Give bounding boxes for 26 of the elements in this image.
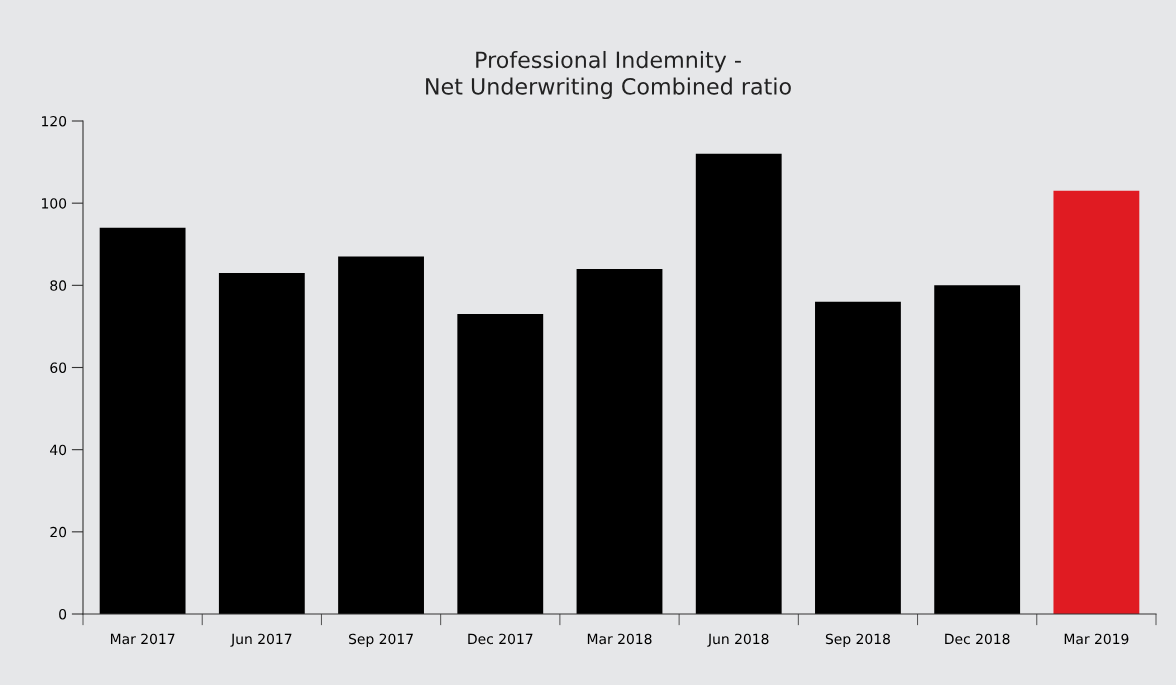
x-tick-label: Sep 2018	[825, 633, 890, 647]
x-tick-label: Mar 2017	[110, 633, 175, 645]
bar	[1053, 190, 1140, 614]
x-tick-label: Dec 2018	[945, 633, 1010, 645]
y-tick-label: 40	[50, 444, 67, 456]
bar	[338, 256, 424, 614]
x-tick-label: Mar 2018	[587, 633, 652, 645]
y-tick-label: 100	[42, 198, 67, 209]
y-tick-label: 120	[42, 115, 67, 127]
y-tick-label: 20	[50, 526, 67, 538]
x-tick-label: Jun 2017	[230, 633, 292, 647]
bar	[218, 273, 305, 614]
bar	[695, 153, 782, 614]
y-tick-label: 80	[50, 280, 67, 291]
x-tick-label: Mar 2019	[1064, 633, 1129, 645]
bar	[815, 301, 901, 614]
x-tick-label: Dec 2017	[468, 633, 533, 645]
y-tick-label: 60	[50, 362, 67, 373]
y-tick-label: 0	[59, 608, 67, 620]
bar	[457, 314, 544, 614]
bar	[934, 285, 1021, 614]
bar	[576, 268, 663, 614]
bar	[99, 227, 186, 614]
x-tick-label: Jun 2018	[707, 633, 769, 647]
x-tick-label: Sep 2017	[349, 633, 413, 647]
chart-title: Professional Indemnity - Net Underwriting Combined ratio	[426, 50, 791, 100]
